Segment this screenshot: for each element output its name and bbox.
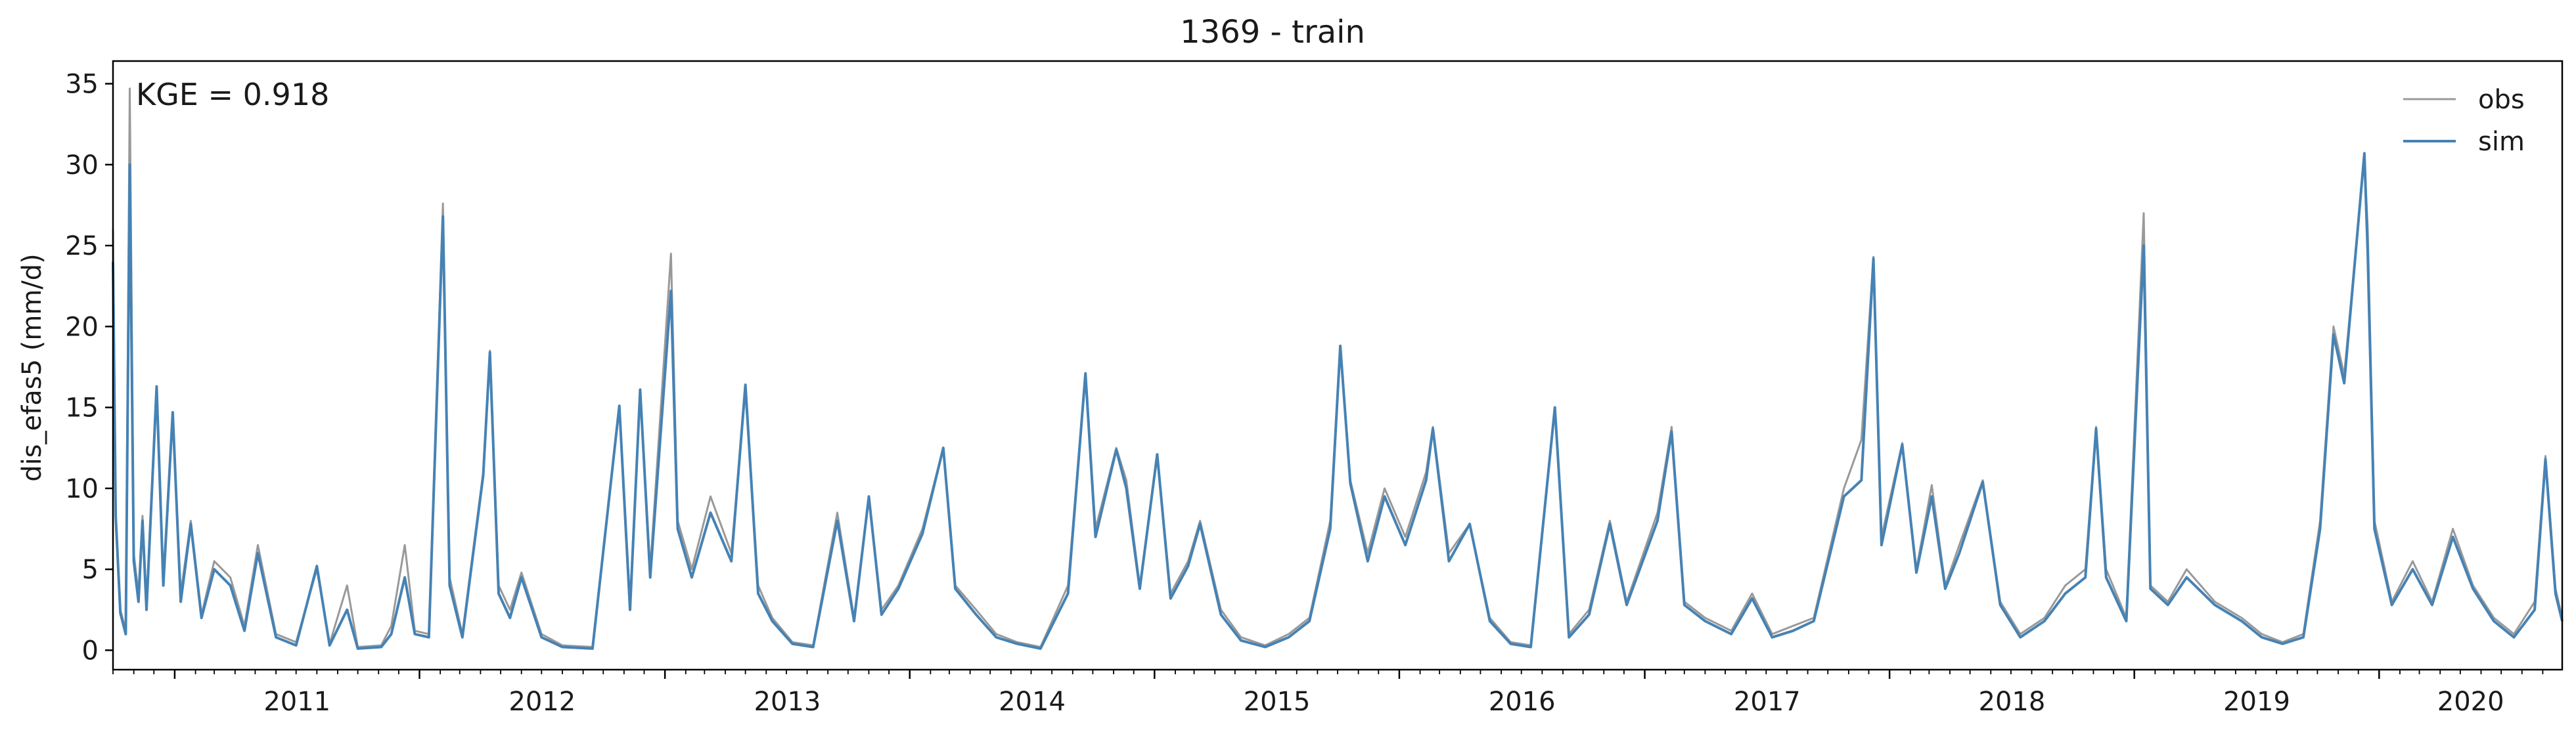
x-tick-label: 2018 [1979,687,2046,717]
y-tick-label: 25 [65,231,99,261]
legend-label-sim: sim [2478,127,2525,157]
x-tick-label: 2012 [508,687,576,717]
x-tick-label: 2011 [263,687,330,717]
chart-title: 1369 - train [1180,14,1365,51]
kge-annotation: KGE = 0.918 [136,77,329,112]
x-tick-label: 2020 [2437,687,2504,717]
series-layer [112,87,2564,650]
y-tick-label: 15 [65,393,99,423]
y-axis-label: dis_efas5 (mm/d) [17,253,47,482]
x-tick-label: 2019 [2223,687,2290,717]
x-tick-label: 2013 [754,687,821,717]
x-tick-label: 2015 [1244,687,1311,717]
x-tick-label: 2016 [1489,687,1556,717]
y-tick-label: 20 [65,312,99,342]
y-tick-label: 30 [65,150,99,181]
y-axis: 0 5 10 15 20 25 30 35 [65,70,113,666]
x-tick-label: 2014 [999,687,1066,717]
x-tick-label: 2017 [1734,687,1801,717]
y-tick-label: 5 [82,555,99,585]
x-axis: 2011 2012 2013 2014 2015 2016 2017 2018 2019 2020 [112,670,2544,717]
y-tick-label: 0 [82,636,99,666]
legend-label-obs: obs [2478,85,2525,115]
series-line-sim [112,152,2564,650]
legend: obs sim [2403,85,2525,157]
y-tick-label: 35 [65,70,99,100]
y-tick-label: 10 [65,474,99,504]
